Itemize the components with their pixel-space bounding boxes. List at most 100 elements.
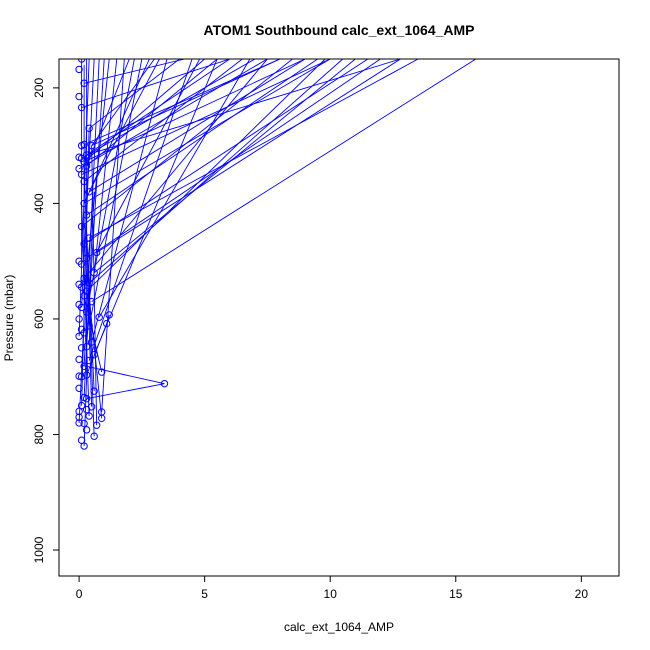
data-point (80, 419, 88, 428)
data-point (75, 165, 83, 173)
y-tick-label: 800 (32, 424, 46, 444)
series-line-segment (83, 59, 369, 245)
series-line-segment (91, 59, 477, 302)
series-line-segment (96, 59, 201, 253)
data-point (75, 65, 83, 74)
series-line-segment (93, 59, 218, 355)
data-point (85, 279, 93, 287)
data-point (90, 432, 98, 440)
series-line-segment (88, 59, 193, 361)
data-point (80, 274, 88, 283)
data-point (75, 280, 83, 288)
x-tick-label: 20 (575, 587, 589, 601)
series-line-segment (86, 59, 381, 259)
data-point (75, 153, 83, 161)
series-line-segment (81, 59, 256, 159)
data-point (87, 297, 96, 306)
data-point (85, 412, 93, 420)
data-point (75, 257, 83, 265)
data-point (92, 421, 101, 429)
data-point (90, 269, 98, 277)
data-point (75, 413, 83, 421)
data-point (77, 325, 86, 334)
series-line-segment (86, 59, 401, 156)
data-point (85, 188, 93, 196)
data-point (160, 379, 169, 388)
y-tick-label: 200 (32, 78, 46, 98)
data-point (97, 408, 106, 416)
data-point (85, 356, 93, 365)
data-point (82, 287, 91, 295)
series-line-segment (81, 59, 331, 175)
data-point (103, 319, 111, 328)
data-point (80, 393, 88, 402)
data-point (82, 254, 91, 262)
series-line-segment (88, 59, 180, 129)
data-point (85, 322, 93, 330)
plot-area (75, 59, 477, 450)
data-point (75, 419, 83, 427)
plot-frame (58, 58, 620, 577)
data-point (80, 240, 88, 248)
x-tick-label: 0 (76, 587, 83, 601)
data-point (87, 403, 96, 411)
series-line-segment (91, 59, 281, 147)
series-line-segment (83, 59, 306, 163)
data-point (85, 124, 93, 133)
data-point (77, 401, 86, 410)
series-line-segment (83, 59, 268, 279)
series-line-segment (98, 59, 251, 318)
series-line-segment (84, 59, 185, 84)
data-point (82, 308, 91, 316)
data-point (85, 234, 93, 242)
data-point (87, 141, 96, 150)
series-line-segment (88, 59, 306, 193)
series-line-segment (88, 59, 344, 284)
series-line-segment (81, 59, 293, 227)
data-point (87, 338, 96, 346)
data-point (82, 426, 91, 434)
series-line-segment (93, 59, 118, 273)
x-tick-label: 10 (324, 587, 338, 601)
chart-title: ATOM1 Southbound calc_ext_1064_AMP (204, 22, 475, 38)
data-point (82, 151, 91, 159)
series-line-segment (101, 59, 125, 412)
data-point (75, 92, 83, 101)
data-point (82, 162, 91, 170)
data-point (82, 342, 91, 351)
data-point (77, 344, 86, 352)
series-line-segment (93, 59, 356, 274)
x-axis-label: calc_ext_1064_AMP (284, 620, 394, 634)
data-point (80, 79, 88, 87)
series-line-segment (96, 59, 401, 253)
data-point (82, 371, 91, 379)
series-line-segment (86, 59, 218, 167)
data-point (80, 177, 88, 186)
series-line-segment (91, 59, 168, 343)
series-line-segment (88, 295, 95, 437)
data-point (92, 248, 101, 257)
data-point (80, 199, 88, 208)
data-point (90, 351, 98, 359)
data-point (75, 384, 83, 392)
y-tick-label: 1000 (32, 536, 46, 563)
y-axis-label: Pressure (mbar) (2, 275, 16, 362)
data-point (77, 436, 86, 444)
x-axis: 0 5 10 15 20 (76, 575, 589, 601)
data-point (90, 387, 98, 395)
series-line-segment (83, 376, 88, 447)
data-point (75, 372, 83, 380)
y-tick-label: 600 (32, 309, 46, 329)
data-point (97, 368, 106, 376)
data-point (105, 311, 113, 319)
data-point (77, 103, 86, 112)
data-point (80, 362, 88, 371)
series-line-segment (88, 59, 419, 239)
series-line-segment (81, 59, 230, 108)
data-point (75, 300, 83, 309)
series-line-segment (83, 59, 205, 163)
series-line-segment (88, 59, 160, 193)
y-tick-label: 400 (32, 193, 46, 213)
data-point (77, 141, 86, 150)
